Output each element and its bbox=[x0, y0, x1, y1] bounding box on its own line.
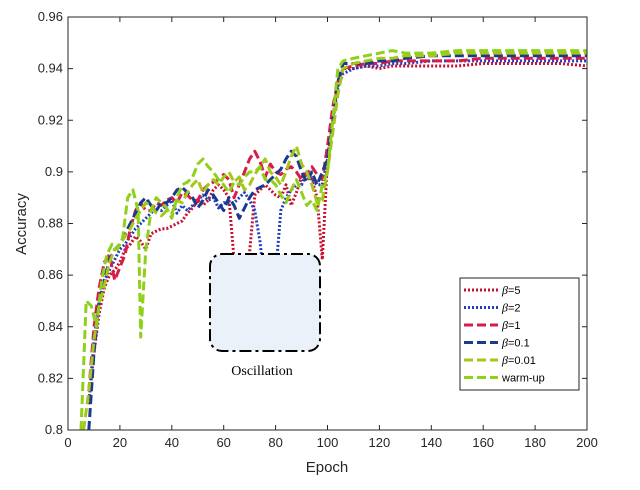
x-axis-ticks: 0 20 40 60 80 100 120 140 160 180 200 bbox=[64, 17, 598, 450]
y-tick-label: 0.86 bbox=[38, 267, 63, 282]
series-line-4 bbox=[87, 54, 587, 431]
legend-value: =1 bbox=[508, 320, 521, 332]
x-tick-label: 160 bbox=[472, 435, 494, 450]
oscillation-box bbox=[209, 253, 321, 352]
x-tick-label: 120 bbox=[369, 435, 391, 450]
x-tick-label: 180 bbox=[524, 435, 546, 450]
legend-beta-symbol: β bbox=[501, 318, 508, 332]
y-axis-label: Accuracy bbox=[13, 193, 30, 255]
y-tick-label: 0.82 bbox=[38, 370, 63, 385]
y-tick-label: 0.96 bbox=[38, 9, 63, 24]
legend-value: =0.01 bbox=[508, 355, 536, 367]
y-tick-label: 0.8 bbox=[45, 422, 63, 437]
x-tick-label: 100 bbox=[317, 435, 339, 450]
y-tick-label: 0.9 bbox=[45, 164, 63, 179]
legend-value: =0.1 bbox=[508, 338, 530, 350]
legend-beta-symbol: β bbox=[501, 301, 508, 315]
legend-label: warm-up bbox=[501, 373, 545, 385]
legend-value: =2 bbox=[508, 303, 521, 315]
legend-label: β=1 bbox=[501, 318, 521, 332]
legend-label: β=0.01 bbox=[501, 353, 536, 367]
y-tick-label: 0.84 bbox=[38, 319, 63, 334]
x-axis-label: Epoch bbox=[306, 459, 349, 476]
legend-beta-symbol: β bbox=[501, 283, 508, 297]
x-tick-label: 60 bbox=[216, 435, 230, 450]
y-tick-label: 0.88 bbox=[38, 216, 63, 231]
legend-label: β=2 bbox=[501, 301, 521, 315]
x-tick-label: 80 bbox=[268, 435, 282, 450]
x-tick-label: 20 bbox=[113, 435, 127, 450]
legend-label: β=5 bbox=[501, 283, 521, 297]
series-line-2 bbox=[87, 59, 587, 405]
x-tick-label: 200 bbox=[576, 435, 598, 450]
legend-value: =5 bbox=[508, 285, 521, 297]
x-tick-label: 40 bbox=[165, 435, 179, 450]
legend-box bbox=[459, 277, 580, 391]
y-tick-label: 0.94 bbox=[38, 61, 63, 76]
x-tick-label: 0 bbox=[64, 435, 71, 450]
series-line-6 bbox=[79, 49, 587, 431]
oscillation-annotation: Oscillation bbox=[209, 253, 321, 379]
y-tick-label: 0.92 bbox=[38, 112, 63, 127]
legend-beta-symbol: β bbox=[501, 353, 508, 367]
legend-value: warm-up bbox=[501, 373, 545, 385]
oscillation-label: Oscillation bbox=[231, 364, 292, 379]
legend-beta-symbol: β bbox=[501, 336, 508, 350]
legend-label: β=0.1 bbox=[501, 336, 530, 350]
y-axis-ticks: 0.8 0.82 0.84 0.86 0.88 0.9 0.92 0.94 0.96 bbox=[38, 9, 587, 437]
x-tick-label: 140 bbox=[420, 435, 442, 450]
